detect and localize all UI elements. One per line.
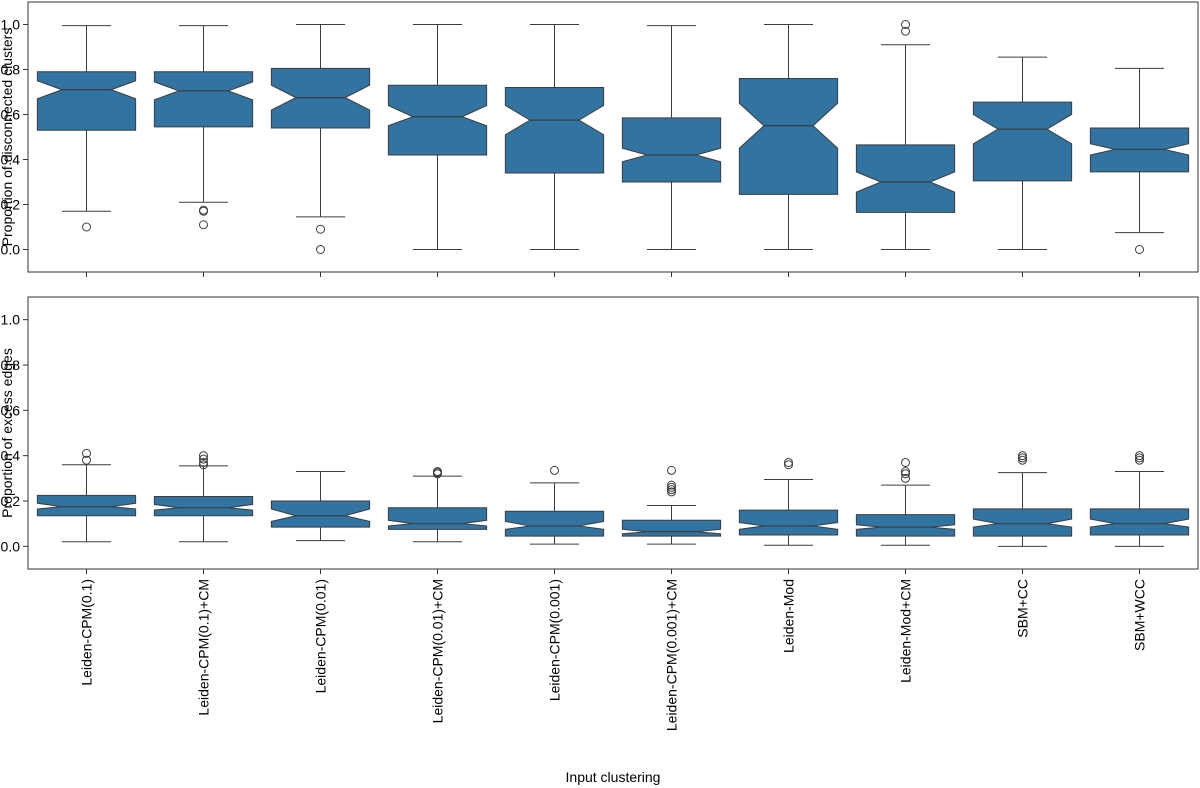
outlier	[82, 222, 91, 232]
x-tick-label: Leiden-Mod	[781, 579, 797, 653]
box-body	[738, 78, 839, 195]
box-body	[972, 508, 1073, 537]
outlier	[199, 454, 208, 464]
outlier	[901, 467, 910, 477]
axes-frame	[27, 296, 1199, 570]
outlier	[1018, 453, 1027, 463]
box-body	[153, 71, 254, 128]
box-body	[36, 71, 137, 131]
x-tick-label: Leiden-CPM(0.1)	[79, 579, 95, 686]
outlier	[199, 220, 208, 230]
outlier	[433, 467, 442, 477]
box-body	[972, 101, 1073, 182]
y-tick-label: 0.8	[1, 357, 21, 373]
box-body	[504, 87, 605, 174]
outlier	[901, 26, 910, 36]
outlier	[1018, 455, 1027, 465]
outlier	[199, 460, 208, 470]
y-tick-label: 1.0	[1, 312, 21, 328]
y-axis-label: Proportion of disconnected clusters	[0, 28, 15, 247]
outlier	[667, 482, 676, 492]
outlier	[784, 457, 793, 467]
outlier	[1135, 455, 1144, 465]
x-tick-label: Leiden-CPM(0.001)+CM	[664, 579, 680, 731]
box-body	[504, 510, 605, 537]
outlier	[901, 469, 910, 479]
y-axis-label: Proportion of excess edges	[0, 348, 15, 518]
box-body	[621, 117, 722, 183]
box-body	[36, 494, 137, 517]
box-body	[855, 514, 956, 537]
box-body	[153, 495, 254, 517]
box-body	[738, 509, 839, 536]
x-tick-label: Leiden-CPM(0.1)+CM	[196, 579, 212, 716]
y-tick-label: 0.4	[1, 152, 21, 168]
x-tick-label: Leiden-CPM(0.01)+CM	[430, 579, 446, 723]
outlier	[199, 451, 208, 461]
box-body	[621, 519, 722, 537]
outlier	[550, 465, 559, 475]
axes-frame	[27, 1, 1199, 273]
outlier	[901, 20, 910, 29]
outlier	[1135, 245, 1144, 254]
outlier	[199, 457, 208, 467]
x-tick-label: SBM+CC	[1015, 579, 1031, 638]
y-tick-label: 1.0	[1, 17, 21, 33]
outlier	[1135, 451, 1144, 461]
box-body	[855, 144, 956, 213]
box-body	[1089, 508, 1190, 536]
outlier	[316, 224, 325, 234]
y-tick-label: 0.6	[1, 107, 21, 123]
box-body	[387, 507, 488, 530]
outlier	[784, 460, 793, 470]
x-axis-label: Input clustering	[566, 769, 661, 785]
outlier	[901, 473, 910, 483]
outlier	[316, 245, 325, 254]
outlier	[667, 487, 676, 497]
y-tick-label: 0.0	[1, 242, 21, 258]
box-body	[387, 84, 488, 156]
outlier	[901, 457, 910, 467]
outlier	[1135, 453, 1144, 463]
outlier	[82, 448, 91, 458]
y-tick-label: 0.4	[1, 448, 21, 464]
y-tick-label: 0.2	[1, 493, 21, 509]
outlier	[667, 465, 676, 475]
y-tick-label: 0.6	[1, 402, 21, 418]
outlier	[82, 455, 91, 465]
outlier	[199, 205, 208, 215]
outlier	[667, 480, 676, 490]
x-tick-label: Leiden-CPM(0.01)	[313, 579, 329, 693]
outlier	[1018, 451, 1027, 461]
y-tick-label: 0.2	[1, 197, 21, 213]
x-tick-label: Leiden-Mod+CM	[898, 579, 914, 683]
outlier	[667, 485, 676, 495]
y-tick-label: 0.8	[1, 62, 21, 78]
box-body	[270, 500, 371, 528]
x-tick-label: Leiden-CPM(0.001)	[547, 579, 563, 701]
x-tick-label: SBM+WCC	[1132, 579, 1148, 651]
y-tick-label: 0.0	[1, 538, 21, 554]
